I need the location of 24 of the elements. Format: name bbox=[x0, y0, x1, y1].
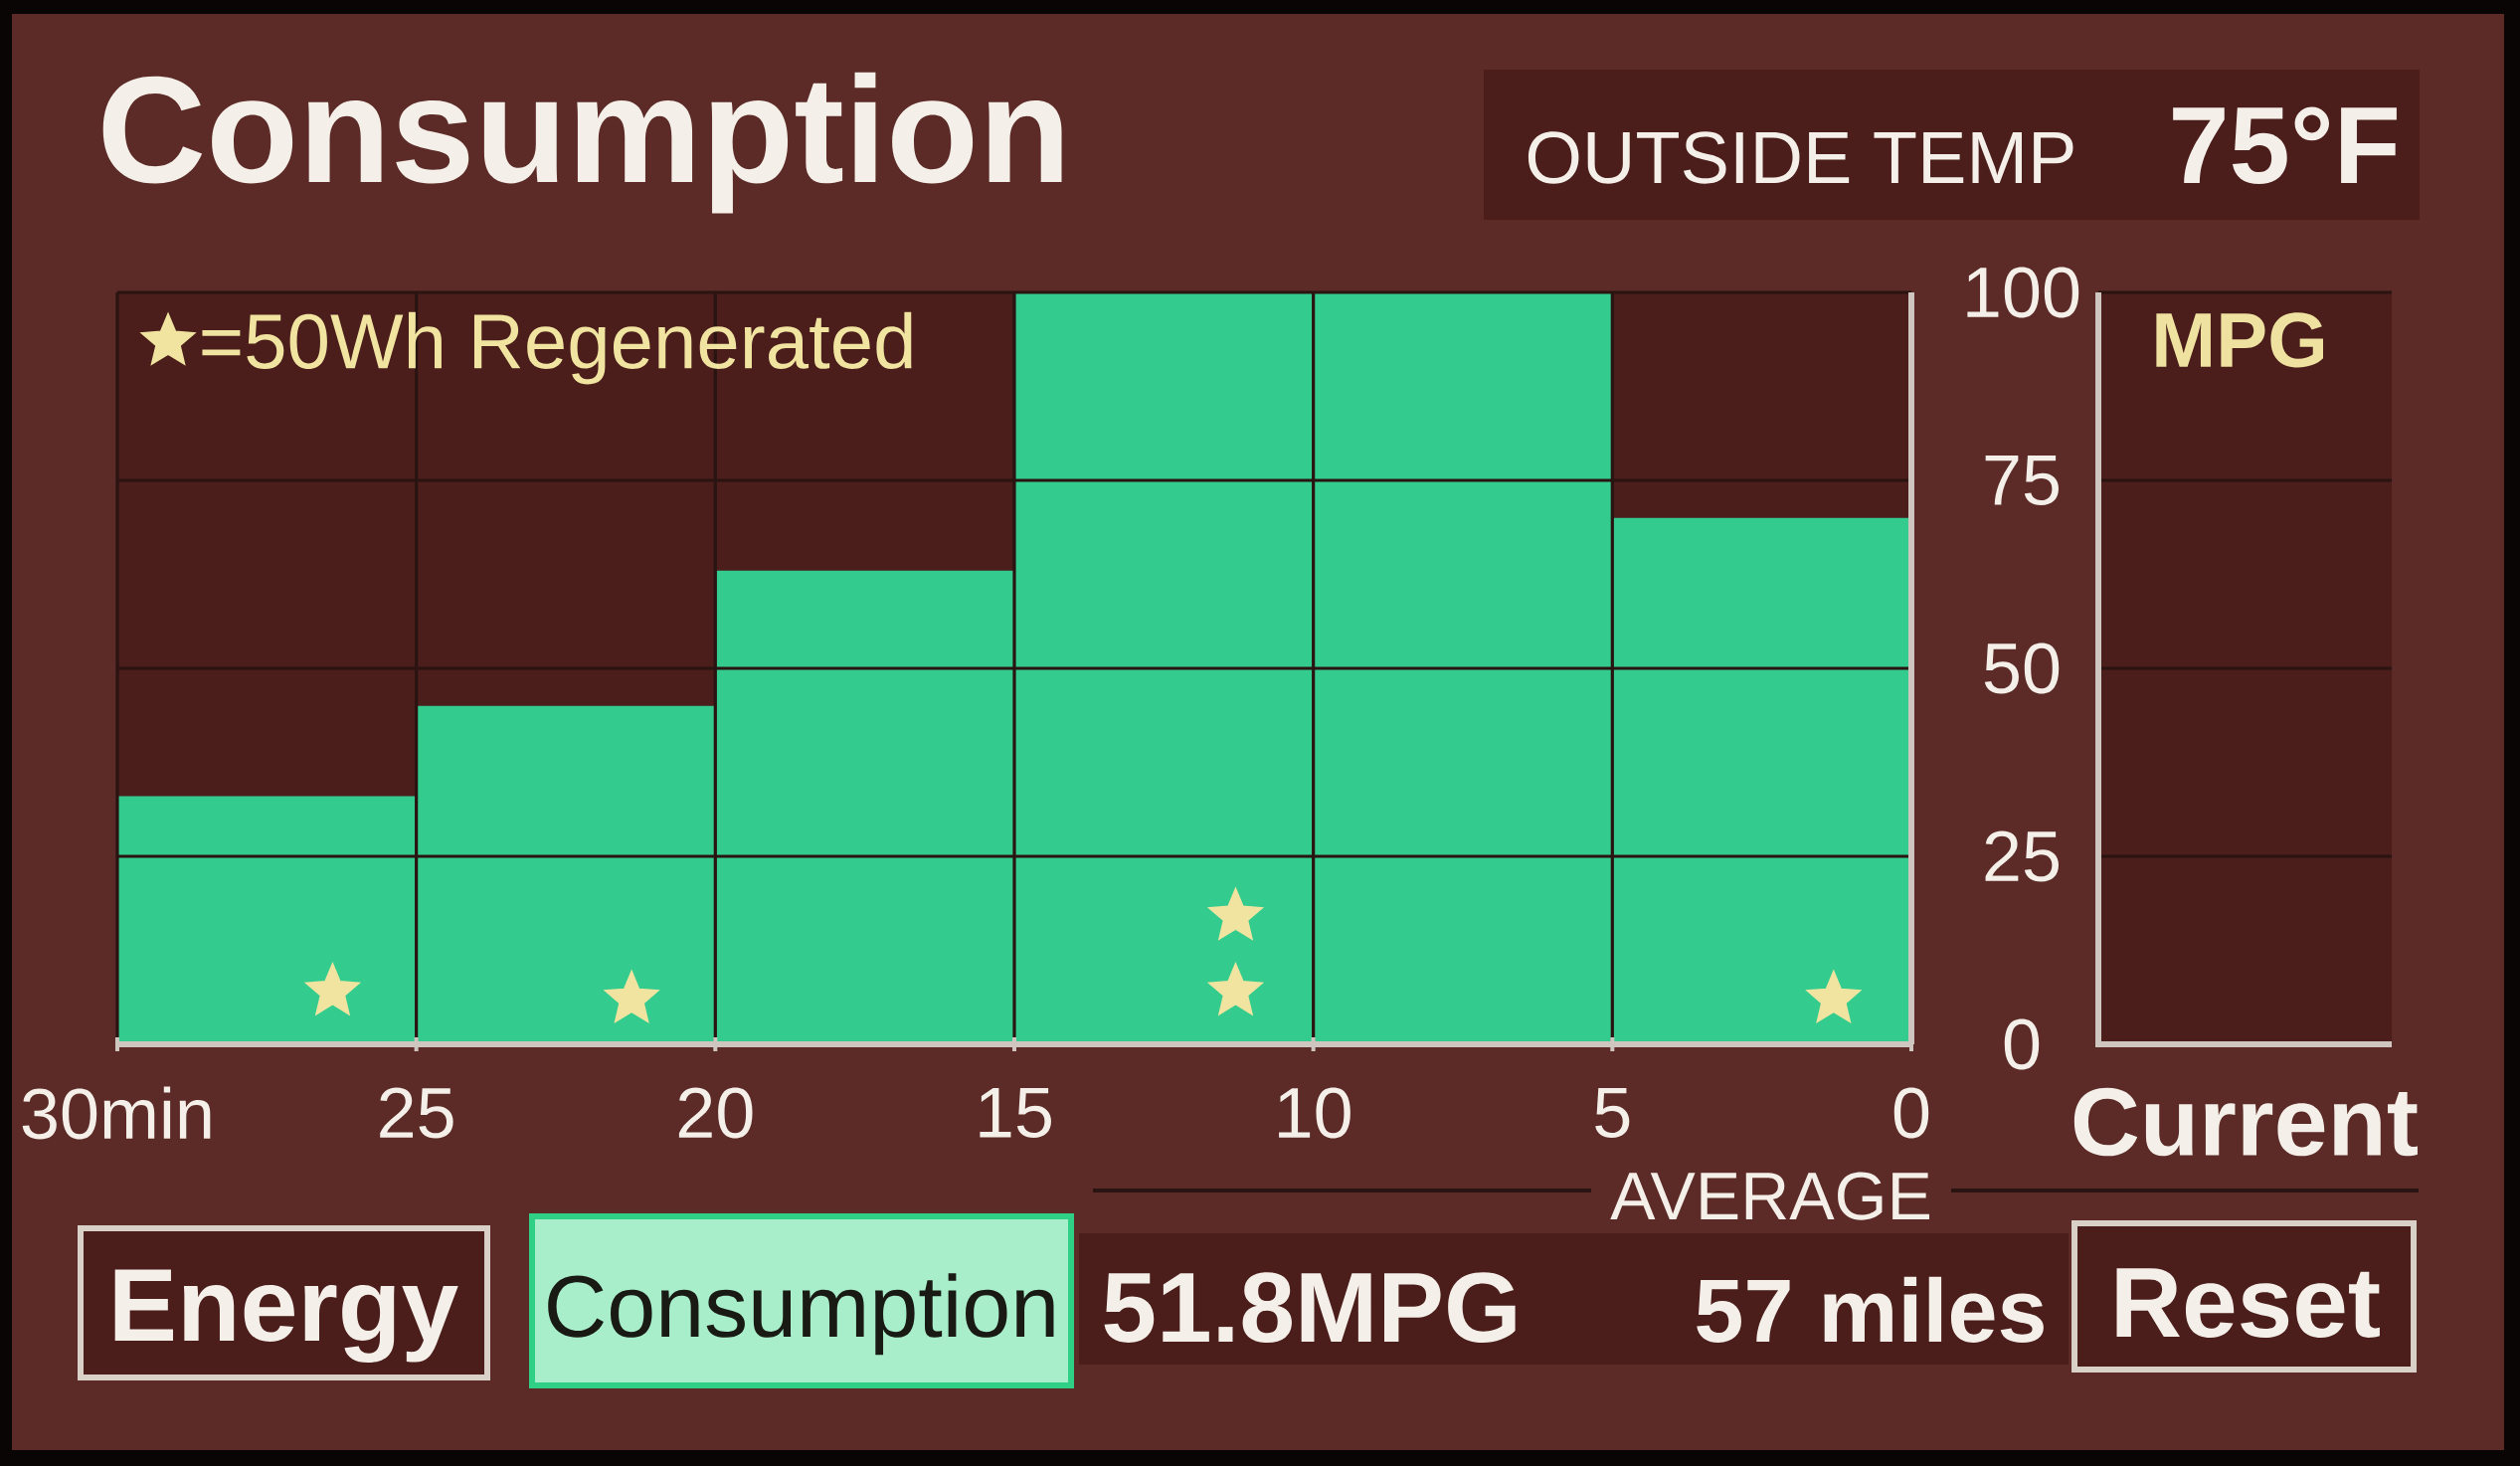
text: Energy bbox=[114, 1269, 458, 1364]
legend-label: =50Wh Regenerated bbox=[202, 311, 912, 385]
text: Current bbox=[2073, 1087, 2418, 1157]
text: MPG bbox=[2156, 312, 2324, 368]
text: Reset bbox=[2116, 1268, 2380, 1338]
x-tick-label: 30min bbox=[22, 1086, 211, 1140]
y-tick-label: 75 bbox=[1985, 455, 2059, 506]
text: 75°F bbox=[2173, 106, 2397, 185]
x-tick-label: 25 bbox=[380, 1087, 453, 1139]
text: Consumption bbox=[548, 1273, 1054, 1356]
x-tick-label: 15 bbox=[980, 1087, 1051, 1139]
text: OUTSIDE TEMP bbox=[1528, 131, 2073, 184]
x-tick-label: 20 bbox=[678, 1087, 753, 1139]
y-tick-label: 25 bbox=[1985, 830, 2059, 882]
text: AVERAGE bbox=[1610, 1172, 1929, 1220]
text: 57 miles bbox=[1697, 1276, 2044, 1343]
y-tick-label: 0 bbox=[2004, 1018, 2040, 1070]
x-tick-label: 0 bbox=[1893, 1087, 1929, 1139]
text: 51.8MPG bbox=[1104, 1272, 1516, 1343]
y-tick-label: 50 bbox=[1984, 642, 2060, 694]
y-tick-label: 100 bbox=[1967, 267, 2079, 318]
x-tick-label: 5 bbox=[1595, 1087, 1630, 1139]
chart-title: Consumption bbox=[102, 72, 1062, 214]
x-tick-label: 10 bbox=[1279, 1087, 1350, 1139]
